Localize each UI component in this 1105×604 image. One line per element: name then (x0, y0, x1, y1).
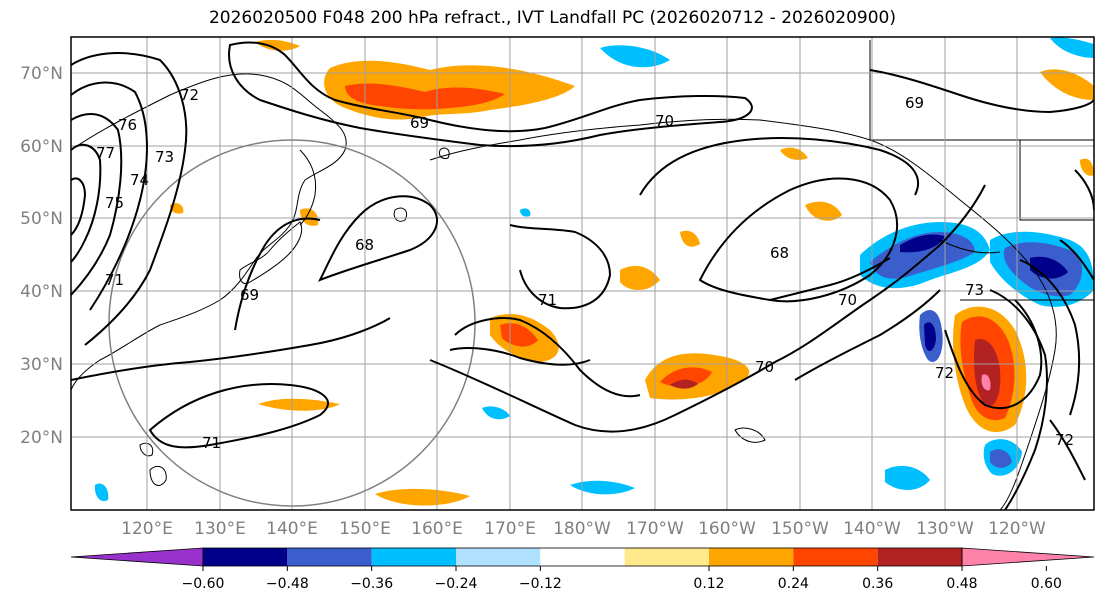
contour-label: 72 (1055, 431, 1074, 449)
contour-label: 74 (130, 171, 149, 189)
colorbar-segment (877, 548, 962, 566)
lat-label: 40°N (20, 282, 63, 302)
lon-label: 140°E (266, 519, 318, 539)
refractivity-contours (71, 41, 1094, 510)
contour-label: 70 (755, 358, 774, 376)
lon-label: 150°W (771, 519, 829, 539)
negative-anomaly-shading (94, 37, 1094, 502)
lon-label: 170°E (484, 519, 536, 539)
longitude-labels: 120°E 130°E 140°E 150°E 160°E 170°E 180°… (121, 519, 1046, 539)
lon-label: 150°E (339, 519, 391, 539)
map-frame (70, 36, 1095, 511)
colorbar-tick-label: 0.12 (693, 576, 724, 592)
contour-label: 73 (965, 281, 984, 299)
lon-label: 170°W (626, 519, 684, 539)
lon-label: 130°E (194, 519, 246, 539)
lon-label: 160°E (411, 519, 463, 539)
contour-label: 76 (118, 116, 137, 134)
contour-label: 71 (202, 434, 221, 452)
contour-label: 72 (180, 86, 199, 104)
lon-label: 120°W (988, 519, 1046, 539)
colorbar: −0.60 −0.48 −0.36 −0.24 −0.12 0.12 0.24 0.36 0.4… (70, 547, 1095, 592)
lat-label: 30°N (20, 355, 63, 375)
contour-label: 71 (538, 291, 557, 309)
colorbar-tick-label: −0.36 (350, 576, 393, 592)
contour-label: 75 (105, 194, 124, 212)
colorbar-tick-label: −0.24 (435, 576, 478, 592)
colorbar-tick-label: 0.60 (1031, 576, 1062, 592)
colorbar-segment (961, 547, 1095, 567)
colorbar-segment (287, 548, 372, 566)
colorbar-tick-label: 0.48 (946, 576, 977, 592)
contour-label: 68 (355, 236, 374, 254)
lat-label: 70°N (20, 64, 63, 84)
colorbar-segment (70, 547, 204, 567)
contour-label: 70 (838, 291, 857, 309)
contour-label: 69 (240, 286, 259, 304)
colorbar-segment (624, 548, 709, 566)
lon-label: 140°W (843, 519, 901, 539)
colorbar-segment (793, 548, 878, 566)
colorbar-tick-label: 0.24 (778, 576, 809, 592)
contour-label: 71 (105, 271, 124, 289)
colorbar-tick-label: 0.36 (862, 576, 893, 592)
colorbar-tick-label: −0.12 (519, 576, 562, 592)
lat-label: 60°N (20, 137, 63, 157)
colorbar-segment (456, 548, 541, 566)
contour-label: 77 (96, 144, 115, 162)
contour-labels: 69 70 71 72 73 74 75 76 77 68 69 70 71 7… (96, 86, 1074, 452)
lon-label: 160°W (698, 519, 756, 539)
colorbar-segment (371, 548, 456, 566)
colorbar-tick-label: −0.60 (182, 576, 225, 592)
colorbar-outline (202, 547, 963, 567)
lon-label: 180°W (553, 519, 611, 539)
latitude-labels: 70°N 60°N 50°N 40°N 30°N 20°N (20, 64, 63, 448)
colorbar-segment (203, 548, 288, 566)
lat-label: 50°N (20, 209, 63, 229)
contour-label: 68 (770, 244, 789, 262)
contour-label: 69 (410, 114, 429, 132)
contour-label: 70 (655, 112, 674, 130)
map-title: 2026020500 F048 200 hPa refract., IVT La… (208, 8, 896, 28)
lon-label: 120°E (121, 519, 173, 539)
lon-label: 130°W (916, 519, 974, 539)
contour-label: 72 (935, 364, 954, 382)
colorbar-segment (709, 548, 794, 566)
contour-label: 73 (155, 148, 174, 166)
contour-label: 69 (905, 94, 924, 112)
colorbar-segment (540, 548, 625, 566)
lat-label: 20°N (20, 428, 63, 448)
colorbar-tick-label: −0.48 (266, 576, 309, 592)
graticule (71, 37, 1094, 510)
